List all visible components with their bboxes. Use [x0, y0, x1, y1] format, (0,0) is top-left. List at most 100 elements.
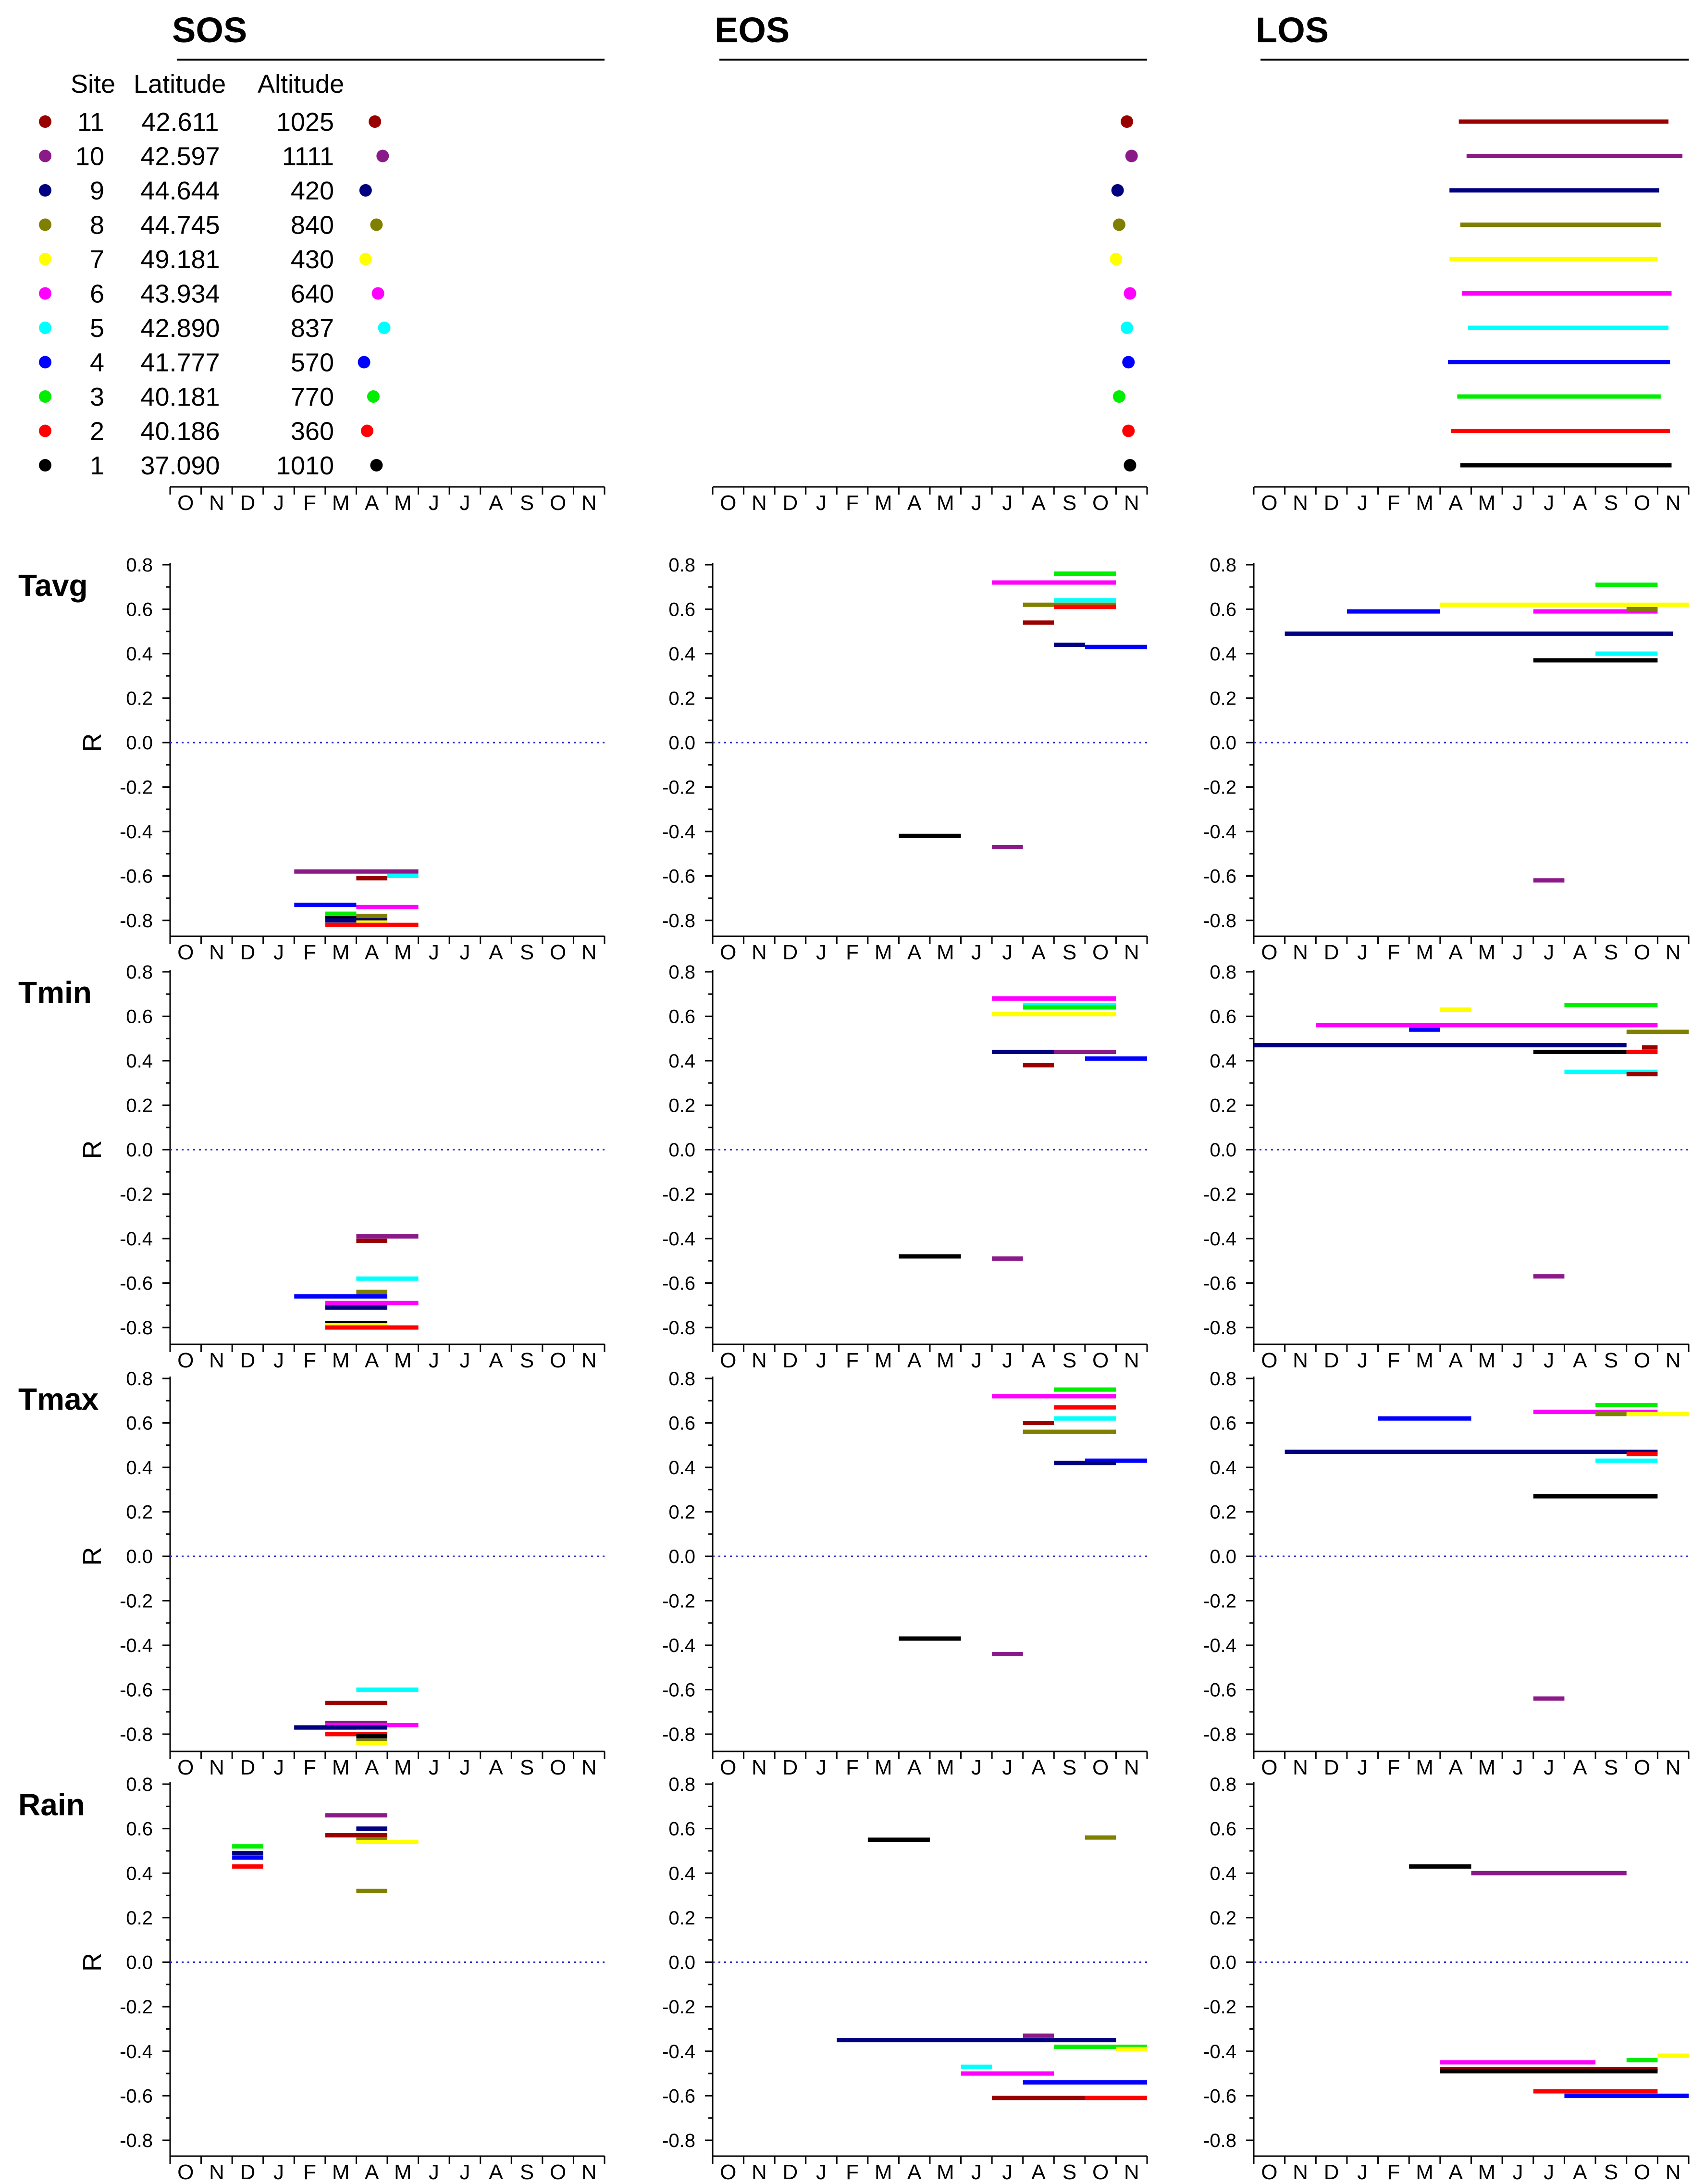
y-tick-label: 0.0	[1210, 1140, 1236, 1161]
y-tick-label: -0.2	[1203, 1591, 1236, 1612]
y-tick-label: 0.8	[1210, 555, 1236, 576]
y-tick-label: -0.4	[662, 1635, 695, 1656]
x-tick-label: D	[1324, 491, 1339, 515]
y-tick-label: 0.2	[126, 1908, 153, 1929]
x-tick-label: O	[1261, 1349, 1277, 1372]
x-tick-label: O	[720, 941, 736, 964]
x-tick-label: A	[1573, 1756, 1587, 1779]
x-tick-label: J	[273, 1756, 284, 1779]
y-tick-label: -0.6	[662, 1273, 695, 1294]
y-tick-label: -0.2	[1203, 1184, 1236, 1205]
sos-point-site-2	[361, 424, 374, 437]
x-tick-label: M	[1416, 941, 1433, 964]
y-tick-label: 0.0	[668, 732, 695, 754]
y-tick-label: 0.0	[1210, 732, 1236, 754]
sos-point-site-8	[370, 218, 383, 231]
x-tick-label: S	[520, 491, 534, 515]
legend-marker-site-2	[39, 424, 51, 437]
y-tick-label: -0.8	[662, 910, 695, 931]
x-tick-label: J	[273, 1349, 284, 1372]
x-tick-label: J	[1357, 1349, 1368, 1372]
legend-marker-site-6	[39, 287, 51, 300]
y-tick-label: 0.8	[126, 962, 153, 983]
x-tick-label: J	[429, 1349, 439, 1372]
x-tick-label: N	[1666, 2160, 1681, 2184]
eos-point-site-2	[1122, 424, 1135, 437]
x-tick-label: N	[1124, 1756, 1139, 1779]
sos-point-site-5	[378, 322, 391, 334]
legend-site-altitude: 640	[291, 280, 334, 309]
x-tick-label: M	[332, 2160, 350, 2184]
x-tick-label: N	[1666, 1349, 1681, 1372]
x-tick-label: A	[1031, 941, 1046, 964]
x-tick-label: A	[489, 1349, 503, 1372]
y-tick-label: 0.8	[668, 962, 695, 983]
y-tick-label: 0.2	[668, 1908, 695, 1929]
x-tick-label: S	[1063, 941, 1076, 964]
x-tick-label: N	[1666, 1756, 1681, 1779]
x-tick-label: J	[459, 491, 470, 515]
x-tick-label: N	[209, 941, 224, 964]
y-axis-label: R	[78, 1141, 107, 1159]
y-tick-label: 0.6	[1210, 1413, 1236, 1434]
x-tick-label: M	[1416, 1349, 1433, 1372]
x-tick-label: J	[429, 2160, 439, 2184]
x-tick-label: S	[520, 1756, 534, 1779]
x-tick-label: O	[1261, 2160, 1277, 2184]
y-tick-label: -0.8	[120, 910, 153, 931]
x-tick-label: N	[581, 941, 597, 964]
x-tick-label: O	[1634, 2160, 1650, 2184]
y-tick-label: -0.6	[662, 866, 695, 887]
y-tick-label: 0.8	[1210, 962, 1236, 983]
x-tick-label: J	[1544, 1756, 1554, 1779]
x-tick-label: J	[273, 941, 284, 964]
legend-site-number: 4	[90, 348, 104, 377]
sos-point-site-9	[359, 184, 372, 197]
x-tick-label: M	[1416, 1756, 1433, 1779]
x-tick-label: J	[459, 941, 470, 964]
y-tick-label: -0.2	[1203, 1997, 1236, 2018]
y-tick-label: 0.4	[668, 1863, 695, 1884]
x-tick-label: A	[365, 941, 379, 964]
y-tick-label: 0.8	[126, 1368, 153, 1390]
x-tick-label: A	[365, 491, 379, 515]
legend-site-latitude: 37.090	[140, 451, 220, 480]
x-tick-label: J	[816, 1349, 827, 1372]
y-tick-label: 0.2	[1210, 1095, 1236, 1117]
y-tick-label: -0.4	[120, 1228, 153, 1250]
x-tick-label: M	[332, 491, 350, 515]
x-tick-label: D	[783, 1349, 798, 1372]
x-tick-label: F	[303, 2160, 316, 2184]
x-tick-label: J	[1002, 1756, 1013, 1779]
y-tick-label: -0.2	[662, 1591, 695, 1612]
x-tick-label: S	[1063, 491, 1076, 515]
y-tick-label: -0.2	[662, 1184, 695, 1205]
y-tick-label: 0.8	[1210, 1774, 1236, 1795]
x-tick-label: N	[752, 1756, 767, 1779]
x-tick-label: O	[550, 2160, 566, 2184]
legend-site-number: 11	[77, 108, 104, 136]
marks-layer	[232, 115, 1689, 2100]
x-tick-label: A	[1448, 1756, 1463, 1779]
x-tick-label: A	[1573, 941, 1587, 964]
x-tick-label: D	[783, 941, 798, 964]
x-tick-label: F	[303, 1756, 316, 1779]
y-tick-label: 0.6	[126, 1413, 153, 1434]
eos-point-site-8	[1112, 218, 1125, 231]
x-tick-label: F	[846, 491, 859, 515]
column-title-eos: EOS	[715, 10, 790, 50]
y-tick-label: -0.6	[1203, 866, 1236, 887]
x-tick-label: F	[1387, 491, 1400, 515]
y-tick-label: 0.6	[1210, 599, 1236, 620]
sos-point-site-10	[376, 149, 389, 162]
x-tick-label: J	[1357, 941, 1368, 964]
legend-site-latitude: 44.644	[140, 176, 220, 205]
x-tick-label: N	[1293, 2160, 1308, 2184]
legend-site-latitude: 49.181	[140, 245, 220, 274]
y-tick-label: 0.6	[668, 1006, 695, 1028]
x-tick-label: N	[1293, 491, 1308, 515]
x-tick-label: J	[1544, 491, 1554, 515]
sos-point-site-4	[358, 356, 371, 369]
y-tick-label: 0.4	[668, 1457, 695, 1478]
y-tick-label: -0.4	[120, 821, 153, 843]
